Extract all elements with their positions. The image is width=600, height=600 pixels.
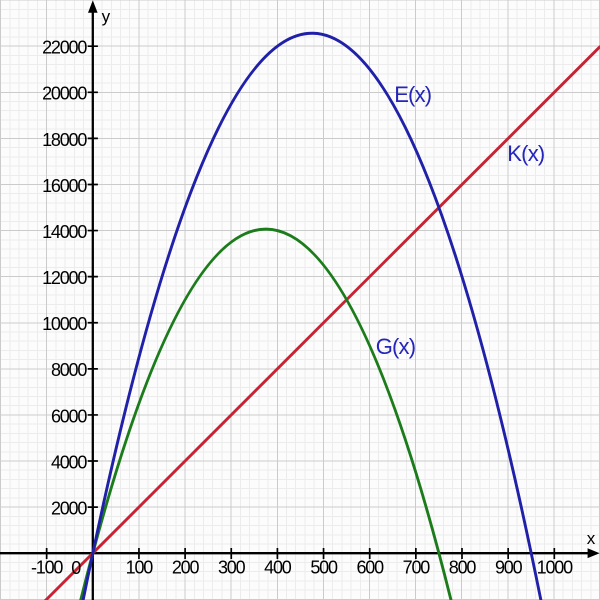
svg-text:x: x	[587, 529, 596, 548]
svg-text:6000: 6000	[51, 406, 87, 426]
svg-text:100: 100	[126, 558, 154, 578]
svg-text:2000: 2000	[51, 499, 87, 519]
svg-text:14000: 14000	[42, 222, 87, 242]
svg-text:22000: 22000	[42, 38, 87, 58]
svg-text:200: 200	[172, 558, 200, 578]
svg-text:800: 800	[449, 558, 477, 578]
svg-text:-100: -100	[31, 558, 63, 578]
svg-text:y: y	[102, 7, 111, 26]
svg-text:600: 600	[356, 558, 384, 578]
svg-text:16000: 16000	[42, 176, 87, 196]
svg-text:20000: 20000	[42, 84, 87, 104]
svg-text:K(x): K(x)	[507, 141, 544, 166]
svg-text:E(x): E(x)	[394, 82, 431, 107]
svg-text:1000: 1000	[537, 558, 573, 578]
svg-text:4000: 4000	[51, 452, 87, 472]
svg-text:10000: 10000	[42, 314, 87, 334]
svg-text:400: 400	[264, 558, 292, 578]
svg-text:900: 900	[495, 558, 523, 578]
svg-text:8000: 8000	[51, 360, 87, 380]
svg-text:0: 0	[71, 558, 81, 578]
svg-text:18000: 18000	[42, 130, 87, 150]
svg-text:300: 300	[218, 558, 246, 578]
svg-text:G(x): G(x)	[376, 334, 416, 359]
svg-text:500: 500	[310, 558, 338, 578]
svg-text:700: 700	[403, 558, 431, 578]
svg-text:12000: 12000	[42, 268, 87, 288]
